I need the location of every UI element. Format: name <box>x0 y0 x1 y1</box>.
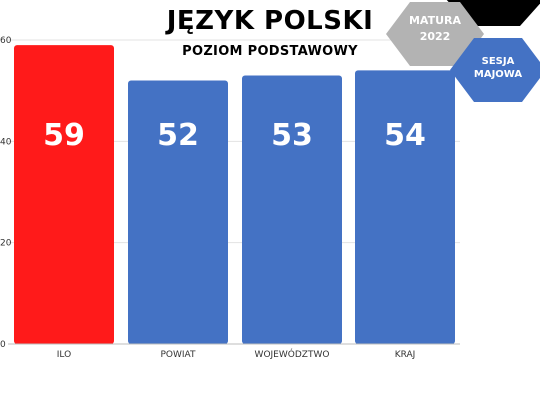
y-tick-label: 20 <box>0 239 12 249</box>
x-axis-ticks: ILO POWIAT WOJEWÓDZTWO KRAJ <box>57 348 416 360</box>
x-tick-label: POWIAT <box>160 350 196 360</box>
chart-title: JĘZYK POLSKI <box>166 6 374 36</box>
matura-badge-line1: MATURA <box>409 14 462 27</box>
chart-subtitle: POZIOM PODSTAWOWY <box>182 44 358 59</box>
sesja-badge-line1: SESJA <box>482 56 515 67</box>
x-tick-label: WOJEWÓDZTWO <box>255 348 330 360</box>
bar-kraj <box>355 70 455 345</box>
sesja-hexagon <box>450 38 540 102</box>
bars <box>14 45 455 345</box>
bar-value-label: 52 <box>157 118 199 153</box>
bar-województwo <box>242 75 342 344</box>
bar-value-label: 53 <box>271 118 313 153</box>
matura-hexagon <box>386 2 484 66</box>
bar-value-label: 59 <box>43 118 85 153</box>
y-tick-label: 60 <box>0 36 12 46</box>
y-tick-label: 40 <box>0 137 12 147</box>
bar-powiat <box>128 80 228 345</box>
data-labels: 59 52 53 54 <box>43 118 426 153</box>
bar-value-label: 54 <box>384 118 426 153</box>
sesja-badge-line2: MAJOWA <box>474 69 522 80</box>
y-axis-ticks: 0 20 40 60 <box>0 36 12 350</box>
x-tick-label: ILO <box>57 350 71 360</box>
x-tick-label: KRAJ <box>395 350 416 360</box>
y-tick-label: 0 <box>0 340 6 350</box>
bar-ilo <box>14 45 114 345</box>
matura-badge-line2: 2022 <box>420 30 451 43</box>
